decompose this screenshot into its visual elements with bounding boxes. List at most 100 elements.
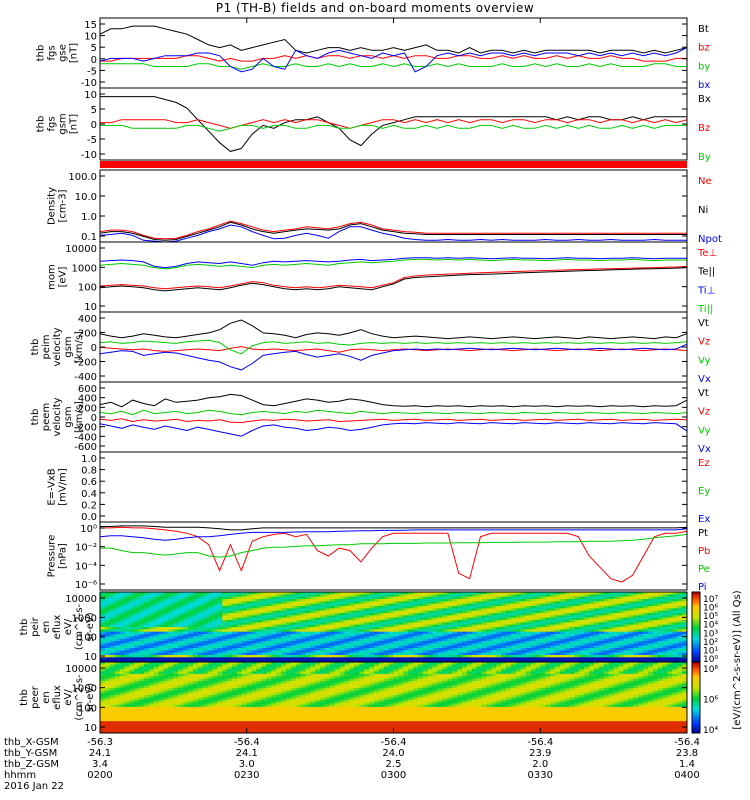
heat-cell [124,610,130,614]
heat-cell [168,669,174,672]
heat-cell [197,671,204,675]
heat-cell [579,629,585,633]
heat-cell [501,615,507,619]
heat-cell [192,680,199,684]
heat-cell [652,601,659,605]
heat-cell [178,716,184,720]
heat-cell [540,624,546,628]
heat-cell [148,594,155,598]
heat-cell [457,622,463,626]
figure-title: P1 (TH-B) fields and on-board moments ov… [215,1,535,15]
heat-cell [217,716,223,720]
heat-cell [266,659,272,663]
heat-cell [261,671,267,675]
heat-cell [501,631,507,635]
heat-cell [261,627,267,630]
heat-cell [212,636,218,640]
heat-cell [647,613,654,616]
heat-cell [388,643,394,647]
heat-cell [359,599,365,602]
heat-cell [530,617,536,621]
heat-cell [168,714,174,717]
heat-cell [320,645,326,649]
heat-cell [261,704,267,708]
heat-cell [158,613,165,616]
heat-cell [378,641,385,644]
heat-cell [535,657,541,661]
heat-cell [222,669,228,672]
heat-cell [310,622,316,626]
heat-cell [354,620,360,623]
heat-cell [139,685,145,689]
heat-cell [525,629,531,633]
heat-cell [476,659,483,663]
heat-cell [256,702,262,706]
heat-cell [613,638,620,642]
heat-cell [173,699,179,703]
heat-cell [550,599,556,602]
y-axis-label: eV/ [63,618,74,635]
heat-cell [276,634,282,637]
heat-cell [129,634,135,637]
heat-cell [188,673,194,677]
heat-cell [285,645,292,649]
heat-cell [100,709,106,713]
heat-cell [618,638,624,642]
heat-cell [188,650,194,654]
heat-cell [364,627,370,630]
heat-cell [168,643,174,647]
heat-cell [104,592,111,595]
heat-cell [129,636,135,640]
heat-cell [261,657,267,661]
heat-cell [305,634,311,637]
heat-cell [153,657,160,661]
heat-cell [139,723,145,727]
heat-cell [202,650,209,654]
heat-cell [246,690,253,694]
heat-cell [417,606,424,609]
heat-cell [598,599,605,602]
heat-cell [271,676,277,680]
heat-cell [564,603,571,607]
heat-cell [662,601,668,605]
heat-cell [217,652,223,656]
heat-cell [232,648,238,651]
heat-cell [447,643,453,647]
heat-cell [197,730,204,734]
heat-cell [574,592,580,595]
heat-cell [476,627,483,630]
heat-cell [144,643,150,647]
heat-cell [251,648,258,651]
heat-cell [506,659,512,663]
heat-cell [349,603,355,607]
heat-cell [256,723,262,727]
heat-cell [139,620,145,623]
panel-10 [99,661,701,734]
heat-cell [398,622,404,626]
heat-cell [476,608,483,612]
heat-cell [114,688,121,691]
heat-cell [222,692,228,696]
heat-cell [432,615,439,619]
heat-cell [148,711,155,715]
heat-cell [628,606,634,609]
heat-cell [486,610,492,614]
heat-cell [285,631,292,635]
heat-cell [383,601,390,605]
heat-cell [491,627,497,630]
heat-cell [241,714,248,717]
heat-cell [114,603,121,607]
heat-cell [329,631,336,635]
heat-cell [594,629,600,633]
heat-cell [540,645,546,649]
y-tick-label: 10 [84,32,97,43]
heat-cell [525,615,531,619]
heat-cell [633,645,639,649]
y-axis-label: thb [30,409,41,426]
heat-cell [520,592,527,595]
heat-cell [339,648,346,651]
heat-cell [427,620,434,623]
heat-cell [144,610,150,614]
heat-cell [124,664,130,668]
heat-cell [564,655,571,658]
